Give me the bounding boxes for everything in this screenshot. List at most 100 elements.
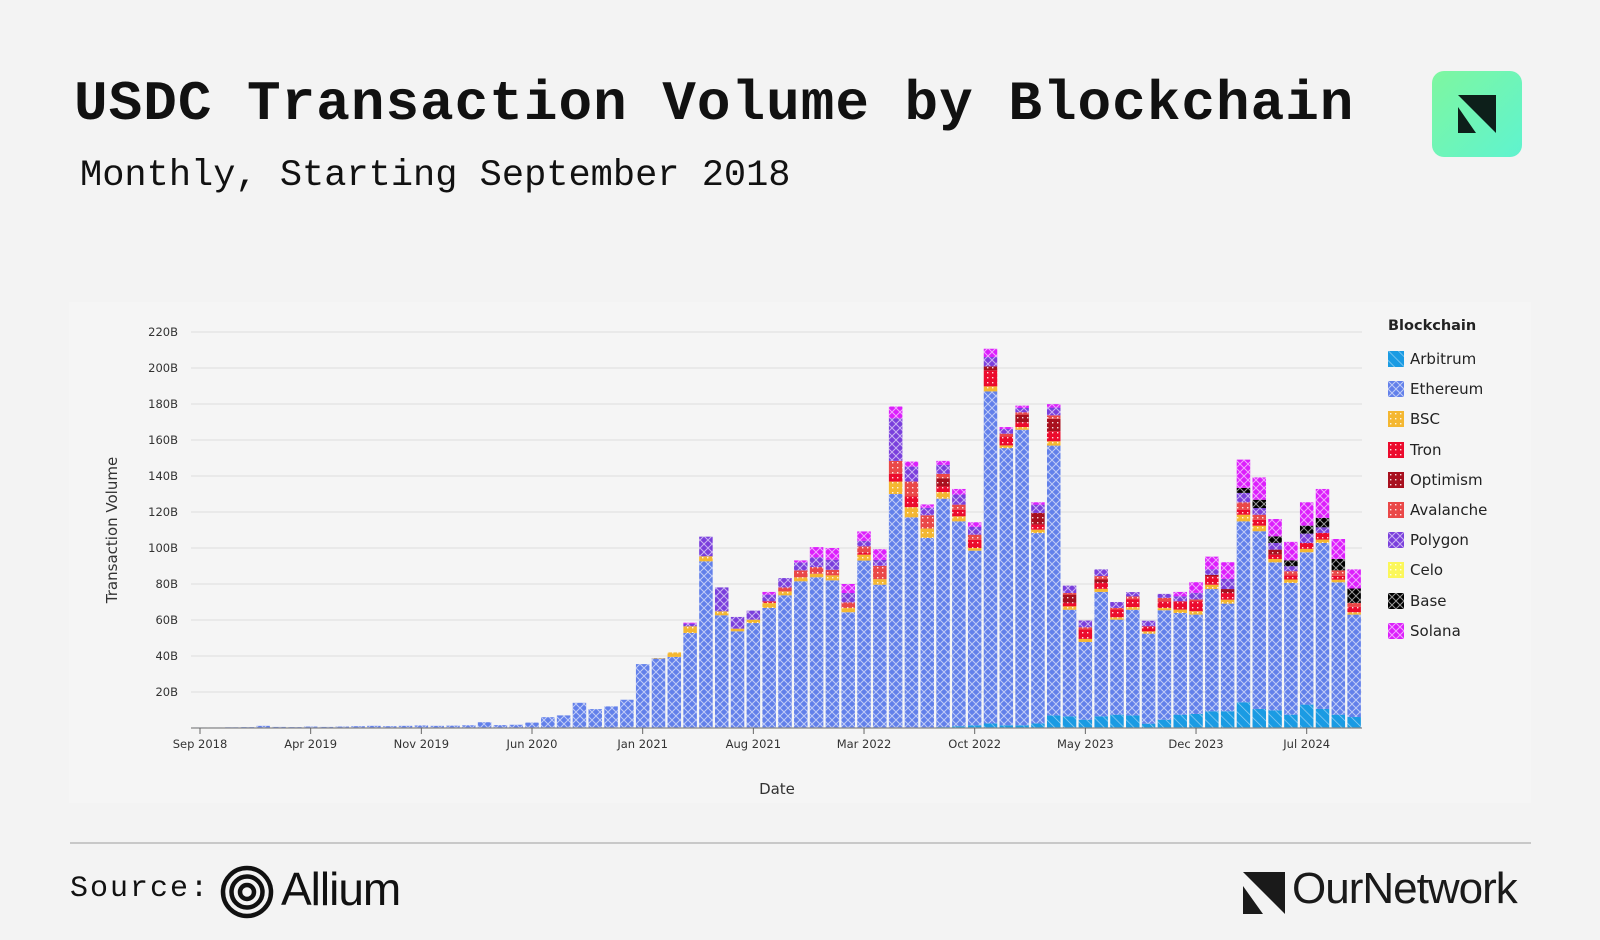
bar-segment-avalanche[interactable] [794, 570, 808, 578]
bar-segment-avalanche[interactable] [1252, 514, 1267, 520]
bar-segment-ethereum[interactable] [857, 560, 871, 728]
bar-segment-tron[interactable] [1046, 431, 1061, 442]
bar-segment-bsc[interactable] [873, 579, 887, 585]
bar-stack[interactable] [351, 726, 365, 728]
bar-segment-arbitrum[interactable] [1173, 714, 1187, 728]
bar-segment-optimism[interactable] [1062, 594, 1077, 603]
bar-segment-ethereum[interactable] [509, 724, 523, 728]
bar-stack[interactable] [493, 725, 508, 728]
bar-segment-solana[interactable] [1173, 591, 1187, 597]
legend-item-celo[interactable]: Celo [1388, 555, 1487, 585]
bar-segment-arbitrum[interactable] [1236, 702, 1251, 728]
bar-segment-ethereum[interactable] [588, 709, 603, 728]
bar-segment-polygon[interactable] [1236, 492, 1251, 503]
bar-segment-solana[interactable] [1315, 488, 1330, 518]
bar-segment-arbitrum[interactable] [1347, 717, 1361, 728]
bar-segment-polygon[interactable] [762, 594, 776, 602]
bar-segment-ethereum[interactable] [714, 615, 729, 728]
bar-segment-ethereum[interactable] [493, 725, 508, 728]
bar-segment-base[interactable] [1236, 487, 1251, 493]
legend-item-tron[interactable]: Tron [1388, 435, 1487, 465]
bar-segment-bsc[interactable] [683, 626, 697, 633]
bar-segment-bsc[interactable] [1205, 584, 1219, 590]
bar-segment-ethereum[interactable] [525, 722, 539, 728]
bar-stack[interactable] [651, 657, 666, 728]
bar-segment-polygon[interactable] [1110, 602, 1124, 608]
bar-segment-polygon[interactable] [1126, 592, 1140, 597]
bar-segment-avalanche[interactable] [1046, 415, 1061, 419]
bar-segment-bsc[interactable] [920, 528, 935, 538]
legend-item-bsc[interactable]: BSC [1388, 404, 1487, 434]
bar-segment-bsc[interactable] [1299, 548, 1314, 553]
bar-segment-arbitrum[interactable] [1141, 723, 1156, 728]
bar-stack[interactable] [509, 724, 523, 728]
bar-stack[interactable] [462, 725, 476, 728]
bar-segment-ethereum[interactable] [667, 656, 682, 728]
bar-segment-avalanche[interactable] [778, 587, 792, 592]
bar-segment-tron[interactable] [1220, 593, 1235, 600]
bar-stack[interactable] [635, 664, 650, 728]
bar-stack[interactable] [794, 560, 808, 728]
bar-segment-avalanche[interactable] [967, 534, 982, 540]
bar-segment-bsc[interactable] [809, 573, 824, 578]
bar-segment-bsc[interactable] [1236, 514, 1251, 522]
bar-segment-solana[interactable] [1284, 541, 1298, 561]
bar-stack[interactable] [477, 722, 492, 728]
bar-segment-avalanche[interactable] [920, 515, 935, 529]
bar-segment-polygon[interactable] [746, 610, 761, 620]
legend-item-ethereum[interactable]: Ethereum [1388, 374, 1487, 404]
bar-segment-solana[interactable] [1205, 556, 1219, 570]
bar-segment-ethereum[interactable] [1141, 633, 1156, 724]
bar-segment-bsc[interactable] [1157, 607, 1172, 611]
bar-segment-ethereum[interactable] [1268, 562, 1282, 711]
bar-segment-tron[interactable] [1173, 601, 1187, 610]
bar-segment-polygon[interactable] [873, 559, 887, 566]
bar-stack[interactable] [983, 348, 998, 729]
bar-segment-tron[interactable] [967, 539, 982, 548]
bar-segment-bsc[interactable] [825, 575, 840, 581]
bar-segment-arbitrum[interactable] [1126, 715, 1140, 728]
bar-segment-optimism[interactable] [1268, 549, 1282, 555]
bar-stack[interactable] [1094, 569, 1108, 728]
bar-stack[interactable] [1031, 502, 1045, 728]
bar-segment-tron[interactable] [983, 370, 998, 387]
bar-segment-avalanche[interactable] [1062, 593, 1077, 595]
bar-segment-ethereum[interactable] [541, 717, 555, 728]
bar-segment-ethereum[interactable] [1220, 603, 1235, 712]
bar-segment-polygon[interactable] [1205, 569, 1219, 575]
bar-segment-bsc[interactable] [999, 445, 1014, 449]
bar-segment-optimism[interactable] [1046, 418, 1061, 432]
bar-segment-ethereum[interactable] [335, 726, 350, 728]
bar-segment-solana[interactable] [1252, 477, 1267, 500]
bar-segment-polygon[interactable] [936, 464, 950, 474]
bar-segment-ethereum[interactable] [762, 607, 776, 728]
bar-segment-bsc[interactable] [857, 554, 871, 561]
bar-segment-tron[interactable] [1157, 601, 1172, 608]
bar-segment-arbitrum[interactable] [983, 723, 998, 729]
bar-stack[interactable] [398, 725, 413, 728]
bar-segment-polygon[interactable] [999, 429, 1014, 434]
bar-segment-avalanche[interactable] [825, 569, 840, 576]
bar-segment-bsc[interactable] [841, 607, 855, 613]
bar-segment-polygon[interactable] [1284, 566, 1298, 572]
bar-segment-ethereum[interactable] [635, 664, 650, 728]
bar-stack[interactable] [382, 726, 397, 728]
bar-segment-ethereum[interactable] [952, 521, 966, 727]
bar-segment-ethereum[interactable] [351, 726, 365, 728]
bar-segment-bsc[interactable] [1046, 441, 1061, 446]
bar-segment-bsc[interactable] [1141, 631, 1156, 634]
bar-segment-ethereum[interactable] [1062, 609, 1077, 717]
bar-segment-avalanche[interactable] [1331, 570, 1346, 576]
bar-segment-solana[interactable] [936, 460, 950, 465]
bar-segment-solana[interactable] [967, 522, 982, 527]
bar-segment-ethereum[interactable] [446, 725, 460, 728]
bar-stack[interactable] [1062, 585, 1077, 728]
bar-stack[interactable] [1268, 519, 1282, 728]
bar-segment-arbitrum[interactable] [1315, 708, 1330, 728]
bar-segment-optimism[interactable] [936, 478, 950, 487]
bar-segment-ethereum[interactable] [303, 726, 318, 728]
bar-stack[interactable] [825, 548, 840, 728]
bar-segment-arbitrum[interactable] [1220, 711, 1235, 728]
bar-segment-solana[interactable] [952, 488, 966, 495]
bar-segment-optimism[interactable] [1205, 574, 1219, 577]
